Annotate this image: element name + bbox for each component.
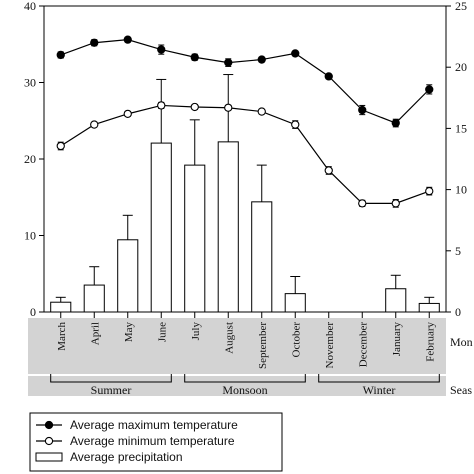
season-bracket-summer bbox=[50, 374, 172, 383]
max-temp-june-point bbox=[157, 45, 166, 54]
max-temp-march-point bbox=[56, 50, 65, 60]
season-bracket-winter bbox=[318, 374, 440, 383]
right-tick-label: 20 bbox=[455, 60, 467, 74]
month-label: January bbox=[391, 322, 403, 357]
max-temp-may-point bbox=[123, 35, 132, 44]
max-temp-february-point bbox=[425, 85, 434, 94]
month-label: March bbox=[56, 322, 68, 351]
legend-marker-min-temp bbox=[44, 436, 54, 446]
min-temp-october-point bbox=[291, 120, 300, 129]
legend-label-max-temp: Average maximum temperature bbox=[70, 418, 238, 432]
month-label: May bbox=[123, 322, 135, 343]
min-temp-january-point bbox=[391, 199, 400, 208]
precip-bar-april bbox=[83, 284, 105, 313]
min-temp-february-point bbox=[425, 186, 434, 196]
min-temp-line bbox=[60, 104, 430, 204]
season-label-winter: Winter bbox=[363, 383, 396, 397]
min-temp-september-point bbox=[257, 107, 266, 116]
max-temp-april-point bbox=[90, 38, 99, 47]
legend-box bbox=[29, 412, 283, 472]
max-temp-august-point bbox=[224, 58, 233, 67]
left-tick-label: 40 bbox=[24, 0, 36, 13]
temperature-lines bbox=[56, 35, 434, 208]
month-label: September bbox=[257, 322, 269, 369]
left-tick-label: 0 bbox=[30, 305, 36, 319]
min-temp-march-point bbox=[56, 141, 65, 151]
min-temp-december-point bbox=[358, 199, 367, 208]
season-label-monsoon: Monsoon bbox=[222, 383, 267, 397]
legend-marker-max-temp bbox=[44, 420, 54, 430]
right-tick-label: 15 bbox=[455, 121, 467, 135]
min-temp-may-point bbox=[123, 109, 132, 119]
min-temp-july-point bbox=[190, 102, 199, 112]
precip-bar-june bbox=[150, 142, 172, 313]
precip-bar-january bbox=[385, 288, 407, 313]
legend-label-precip: Average precipitation bbox=[70, 450, 183, 464]
max-temp-november-point bbox=[324, 72, 333, 81]
season-panel-background bbox=[28, 376, 446, 396]
month-label: December bbox=[357, 322, 369, 368]
season-panel: Summer Monsoon Winter Seas bbox=[28, 374, 472, 397]
right-tick-label: 10 bbox=[455, 183, 467, 197]
right-tick-label: 5 bbox=[455, 244, 461, 258]
legend-label-min-temp: Average minimum temperature bbox=[70, 434, 235, 448]
min-temp-august-point bbox=[224, 103, 233, 112]
month-label: November bbox=[324, 322, 336, 369]
left-tick-label: 30 bbox=[24, 76, 36, 90]
precip-bar-february bbox=[418, 302, 440, 313]
max-temp-january-point bbox=[391, 118, 400, 128]
season-bracket-monsoon bbox=[184, 374, 306, 383]
season-axis-label: Seas bbox=[450, 383, 472, 397]
min-temp-june-point bbox=[157, 101, 166, 110]
month-label: August bbox=[223, 322, 235, 354]
left-tick-label: 20 bbox=[24, 152, 36, 166]
min-temp-november-point bbox=[324, 166, 333, 175]
month-axis-label: Mon bbox=[450, 335, 473, 349]
month-panel-background bbox=[28, 318, 446, 374]
right-tick-label: 25 bbox=[455, 0, 467, 13]
month-label: April bbox=[89, 322, 101, 345]
precip-bar-march bbox=[50, 301, 72, 313]
month-label: February bbox=[424, 322, 436, 362]
precip-bar-may bbox=[117, 239, 139, 313]
max-temp-july-point bbox=[190, 53, 199, 62]
month-label: June bbox=[156, 322, 168, 342]
month-label: October bbox=[290, 322, 302, 358]
precipitation-bars bbox=[50, 74, 440, 313]
precip-bar-august bbox=[217, 141, 239, 313]
axes: 0 10 20 30 40 0 5 10 15 20 25 bbox=[24, 0, 467, 319]
min-temp-april-point bbox=[90, 120, 99, 129]
precip-bar-october bbox=[284, 293, 306, 313]
max-temp-september-point bbox=[257, 55, 266, 64]
max-temp-october-point bbox=[291, 49, 300, 58]
right-tick-label: 0 bbox=[455, 305, 461, 319]
season-label-summer: Summer bbox=[91, 383, 132, 397]
month-label: July bbox=[190, 322, 202, 341]
legend: Average maximum temperature Average minim… bbox=[29, 412, 283, 472]
legend-swatch-precip bbox=[35, 452, 63, 462]
precip-bar-september bbox=[251, 201, 273, 313]
left-tick-label: 10 bbox=[24, 229, 36, 243]
max-temp-december-point bbox=[358, 105, 367, 115]
max-temp-line bbox=[60, 39, 430, 124]
precip-bar-july bbox=[184, 164, 206, 313]
month-panel: March April May June July August September Octo… bbox=[28, 312, 473, 374]
